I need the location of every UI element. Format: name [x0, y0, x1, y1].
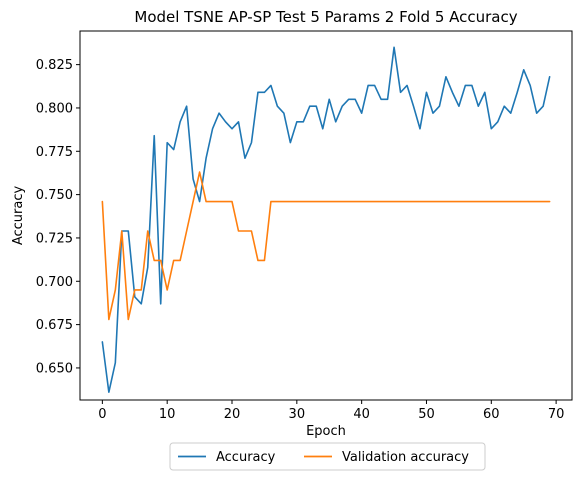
x-axis: 0 10 20 30 40 50 60 70: [98, 400, 564, 422]
x-tick-label: 20: [224, 407, 241, 422]
legend-entry-label: Validation accuracy: [342, 450, 469, 465]
y-tick-label: 0.775: [36, 145, 73, 160]
series-line-accuracy: [101, 46, 551, 394]
y-tick-label: 0.800: [36, 101, 73, 116]
x-tick-label: 40: [353, 407, 370, 422]
x-tick-label: 30: [289, 407, 306, 422]
plot-frame: [79, 30, 573, 401]
legend-entry-label: Accuracy: [216, 450, 276, 465]
y-axis: 0.650 0.675 0.700 0.725 0.750 0.775 0.800 0.825: [36, 58, 80, 376]
x-tick-label: 70: [548, 407, 565, 422]
series-layer: [101, 46, 551, 394]
legend: Accuracy Validation accuracy: [169, 442, 486, 471]
y-tick-label: 0.750: [36, 188, 73, 203]
x-tick-label: 0: [98, 407, 106, 422]
y-tick-label: 0.675: [36, 318, 73, 333]
chart-title: Model TSNE AP-SP Test 5 Params 2 Fold 5 …: [134, 8, 517, 26]
x-axis-label: Epoch: [306, 424, 346, 439]
y-tick-label: 0.825: [36, 58, 73, 73]
series-line-validation-accuracy: [101, 171, 551, 321]
y-tick-label: 0.700: [36, 275, 73, 290]
y-tick-label: 0.725: [36, 231, 73, 246]
x-tick-label: 60: [483, 407, 500, 422]
x-tick-label: 50: [418, 407, 435, 422]
x-tick-label: 10: [159, 407, 176, 422]
y-tick-label: 0.650: [36, 361, 73, 376]
y-axis-label: Accuracy: [11, 186, 26, 246]
